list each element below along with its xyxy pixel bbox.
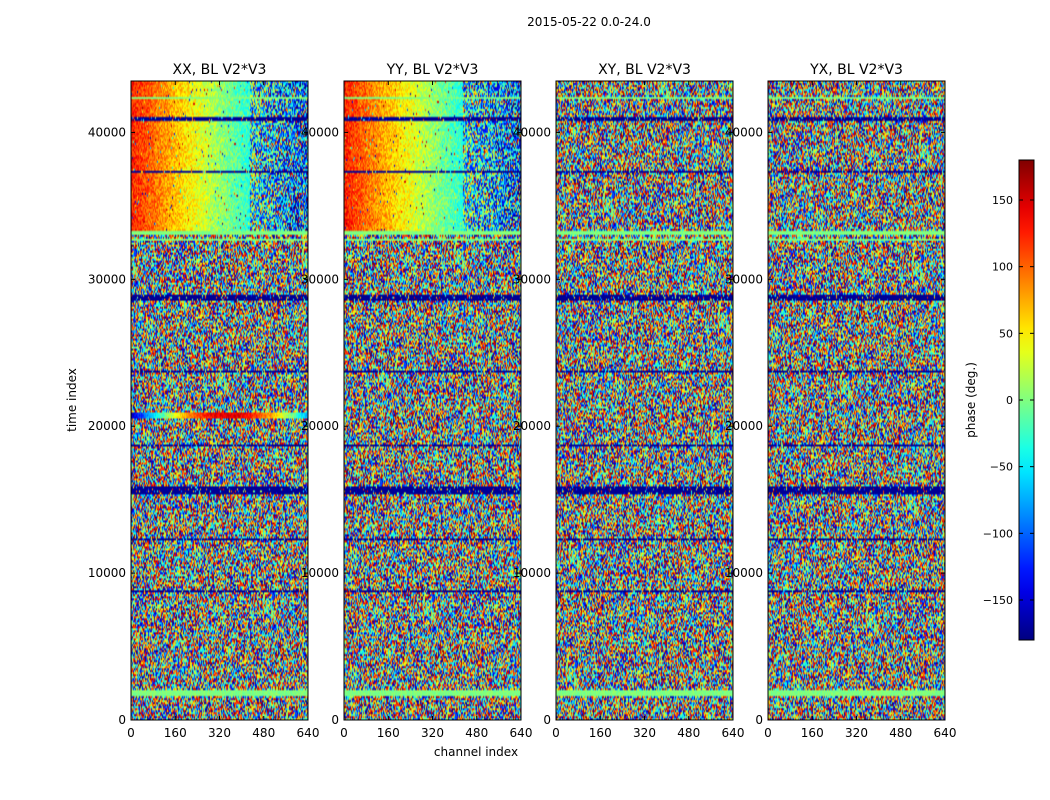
x-tick-label: 0 — [340, 726, 348, 740]
y-axis-label: time index — [65, 368, 79, 432]
y-tick-label: 10000 — [513, 566, 551, 580]
panel-title: YY, BL V2*V3 — [386, 62, 479, 78]
panel-heatmap-image — [344, 81, 521, 720]
x-tick-label: 640 — [934, 726, 957, 740]
x-tick-label: 320 — [208, 726, 231, 740]
y-tick-label: 40000 — [88, 125, 126, 139]
x-tick-label: 0 — [552, 726, 560, 740]
x-tick-label: 0 — [764, 726, 772, 740]
x-tick-label: 160 — [801, 726, 824, 740]
y-tick-label: 40000 — [301, 125, 339, 139]
y-tick-label: 0 — [543, 713, 551, 727]
panel-1: YY, BL V2*V3 0 160 320 480 640 0 10000 20000 3000… — [301, 62, 533, 740]
colorbar-tick-label: 0 — [1006, 394, 1013, 407]
x-tick-label: 480 — [252, 726, 275, 740]
panel-heatmap-image — [131, 81, 308, 720]
y-tick-label: 20000 — [301, 419, 339, 433]
figure-suptitle: 2015-05-22 0.0-24.0 — [527, 15, 651, 29]
panels-group: XX, BL V2*V3 0 160 320 480 640 0 10000 20000 3000… — [88, 62, 957, 740]
x-tick-label: 320 — [633, 726, 656, 740]
x-tick-label: 480 — [889, 726, 912, 740]
panel-3: YX, BL V2*V3 0 160 320 480 640 0 10000 20000 3000… — [725, 62, 957, 740]
panel-0: XX, BL V2*V3 0 160 320 480 640 0 10000 20000 3000… — [88, 62, 320, 740]
y-tick-label: 10000 — [88, 566, 126, 580]
panel-heatmap-image — [556, 81, 733, 720]
colorbar-tick-label: −150 — [983, 594, 1013, 607]
y-tick-label: 20000 — [513, 419, 551, 433]
x-tick-label: 640 — [510, 726, 533, 740]
y-tick-label: 10000 — [301, 566, 339, 580]
y-tick-label: 20000 — [725, 419, 763, 433]
panel-title: XY, BL V2*V3 — [598, 62, 691, 78]
x-tick-label: 320 — [845, 726, 868, 740]
x-tick-label: 480 — [677, 726, 700, 740]
y-tick-label: 0 — [118, 713, 126, 727]
y-tick-label: 30000 — [301, 272, 339, 286]
y-tick-label: 40000 — [725, 125, 763, 139]
colorbar-tick-label: −100 — [983, 527, 1013, 540]
x-tick-label: 160 — [589, 726, 612, 740]
x-tick-label: 160 — [164, 726, 187, 740]
x-tick-label: 640 — [297, 726, 320, 740]
y-tick-label: 40000 — [513, 125, 551, 139]
x-tick-label: 320 — [421, 726, 444, 740]
colorbar-label: phase (deg.) — [964, 362, 978, 438]
y-tick-label: 30000 — [513, 272, 551, 286]
colorbar-tick-label: 100 — [992, 261, 1013, 274]
panel-2: XY, BL V2*V3 0 160 320 480 640 0 10000 20000 3000… — [513, 62, 745, 740]
colorbar-tick-label: 50 — [999, 327, 1013, 340]
y-tick-label: 0 — [755, 713, 763, 727]
panel-title: YX, BL V2*V3 — [809, 62, 903, 78]
y-tick-label: 20000 — [88, 419, 126, 433]
y-tick-label: 10000 — [725, 566, 763, 580]
y-tick-label: 30000 — [725, 272, 763, 286]
panel-heatmap-image — [768, 81, 945, 720]
x-tick-label: 0 — [127, 726, 135, 740]
colorbar-tick-label: −50 — [990, 461, 1013, 474]
colorbar-tick-label: 150 — [992, 194, 1013, 207]
x-axis-label: channel index — [434, 745, 518, 759]
panel-title: XX, BL V2*V3 — [173, 62, 267, 78]
x-tick-label: 640 — [722, 726, 745, 740]
colorbar: −150 −100 −50 0 50 100 150 — [983, 159, 1035, 641]
x-tick-label: 160 — [377, 726, 400, 740]
x-tick-label: 480 — [465, 726, 488, 740]
y-tick-label: 0 — [331, 713, 339, 727]
y-tick-label: 30000 — [88, 272, 126, 286]
